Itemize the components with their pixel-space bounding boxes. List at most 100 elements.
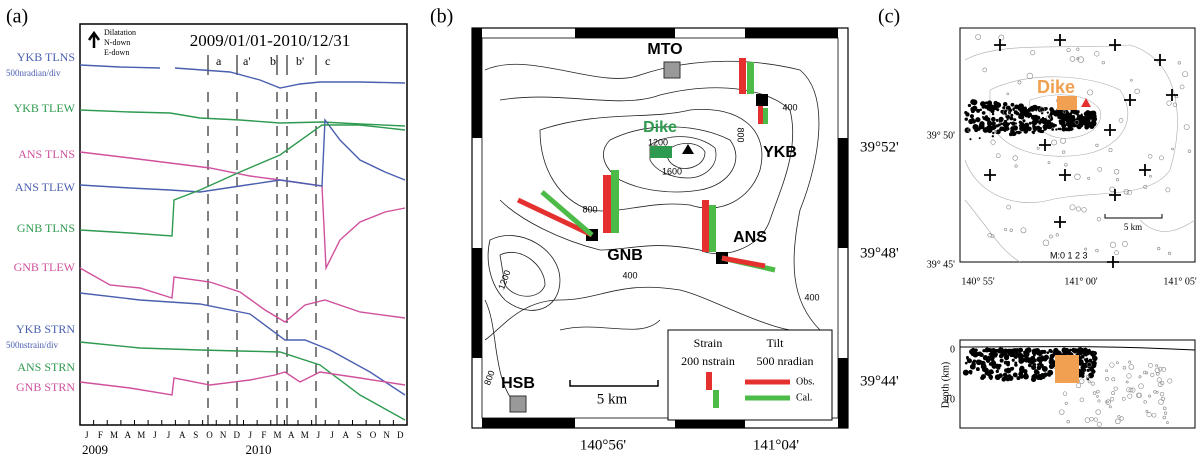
quake — [1159, 392, 1165, 397]
quake — [1138, 375, 1142, 379]
quake — [1040, 355, 1044, 359]
quake — [1085, 375, 1090, 379]
quake — [991, 371, 994, 374]
quake — [976, 108, 981, 113]
quake — [1032, 105, 1037, 110]
quake — [1076, 47, 1080, 51]
quake — [1079, 397, 1085, 403]
quake — [991, 118, 995, 122]
quake — [1018, 373, 1021, 377]
quake — [972, 120, 975, 124]
month-label: M — [110, 430, 118, 440]
quake — [1066, 47, 1071, 53]
contour-label: 400 — [622, 270, 637, 280]
quake — [1003, 109, 1010, 116]
quake — [1161, 367, 1167, 372]
quake — [1160, 396, 1165, 401]
quake — [1074, 119, 1080, 125]
quake — [1031, 350, 1037, 355]
quake — [1061, 124, 1065, 128]
quake — [1033, 369, 1039, 375]
quake — [971, 362, 976, 367]
quake — [1092, 391, 1097, 395]
quake — [1084, 124, 1090, 130]
event-ticks — [207, 55, 317, 75]
quake — [1009, 349, 1016, 356]
quake — [977, 351, 983, 357]
quake — [986, 125, 992, 131]
quake — [1039, 363, 1044, 368]
quake — [1167, 378, 1173, 384]
quake — [1165, 187, 1171, 193]
quake — [1002, 106, 1006, 110]
quake — [1149, 174, 1152, 178]
quake — [1050, 122, 1054, 125]
quake — [1093, 417, 1098, 422]
quake — [1047, 161, 1051, 164]
station-cross — [1124, 94, 1136, 106]
quake — [1035, 117, 1038, 120]
quake — [1010, 113, 1014, 117]
quake — [1121, 241, 1128, 247]
quake — [1001, 109, 1007, 115]
quake — [1027, 363, 1032, 368]
quake — [1091, 120, 1097, 126]
event-label: a — [216, 54, 222, 68]
lat-label: 39° 45' — [927, 259, 955, 270]
quake — [1009, 116, 1014, 121]
quake — [1082, 347, 1089, 354]
quake — [1123, 188, 1130, 195]
magnitude-legend: M:0 1 2 3 — [1050, 250, 1088, 260]
legend-swatch — [713, 390, 719, 408]
quake — [1087, 89, 1094, 96]
quake — [1014, 122, 1018, 125]
quake — [1126, 190, 1132, 196]
quake — [1063, 116, 1067, 121]
quake — [991, 121, 996, 126]
quake — [1065, 349, 1070, 354]
month-label: A — [179, 430, 186, 440]
month-label: J — [249, 430, 253, 440]
quake — [1155, 364, 1158, 368]
quake — [1166, 100, 1172, 106]
quake — [1014, 363, 1018, 367]
quake — [1127, 393, 1133, 399]
quake — [1015, 348, 1020, 352]
quake — [987, 355, 992, 360]
quake — [1087, 348, 1091, 352]
quake — [1025, 347, 1032, 353]
series-label: ANS STRN — [17, 360, 75, 374]
quake — [1010, 129, 1015, 134]
quake — [1014, 164, 1018, 168]
curves — [79, 64, 406, 421]
quake — [1042, 129, 1045, 132]
quake — [1096, 217, 1102, 222]
quake — [1013, 118, 1017, 122]
quake — [990, 139, 996, 145]
lon-label: 141°04' — [753, 437, 799, 453]
topography — [959, 346, 1196, 351]
quake — [1087, 380, 1091, 384]
quake — [1028, 121, 1032, 125]
contour-label: 400 — [782, 102, 797, 112]
quake — [1119, 416, 1124, 421]
quake — [1036, 146, 1040, 150]
scale-label: 500nstrain/div — [6, 340, 58, 350]
quake — [1079, 359, 1084, 364]
quake — [1095, 409, 1101, 415]
quake — [1018, 355, 1024, 362]
lat-label: 39°48' — [860, 245, 899, 261]
station — [509, 395, 527, 413]
contour-label: 800 — [482, 369, 497, 387]
quake — [1019, 125, 1025, 132]
quake — [975, 34, 981, 40]
station-label: YKB — [763, 144, 797, 161]
quake — [1148, 154, 1153, 159]
quake — [1045, 119, 1052, 126]
quake — [1055, 233, 1059, 237]
quake — [1111, 391, 1116, 395]
quake — [1038, 130, 1042, 133]
quake — [1122, 365, 1127, 370]
series-label: YKB TLEW — [14, 101, 76, 115]
legend-box — [667, 329, 833, 421]
